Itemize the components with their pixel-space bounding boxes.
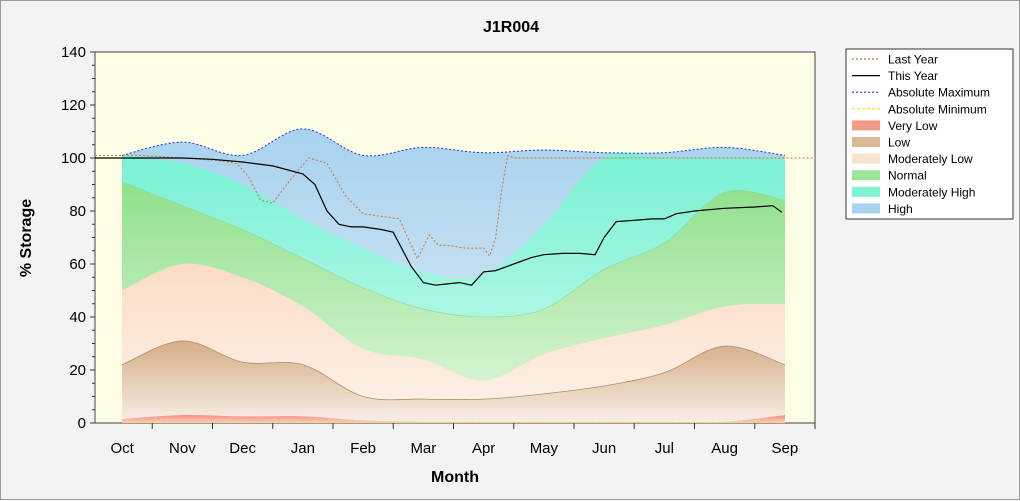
x-tick-label: Mar [410, 440, 436, 457]
lines-layer [95, 128, 815, 423]
line-this-year [95, 157, 783, 286]
x-tick-label: Feb [350, 440, 376, 457]
y-tick-label: 20 [69, 362, 86, 379]
legend-label: Low [888, 136, 910, 150]
legend-label: Absolute Maximum [888, 86, 990, 100]
y-tick-label: 100 [61, 150, 86, 167]
x-tick-label: Oct [110, 440, 134, 457]
x-tick-label: Jan [291, 440, 315, 457]
legend-label: Moderately Low [888, 152, 973, 166]
legend-label: Moderately High [888, 185, 975, 199]
y-tick-label: 0 [78, 415, 86, 432]
x-tick-label: Aug [711, 440, 738, 457]
legend-swatch-fill [852, 186, 880, 197]
band-low [122, 340, 785, 423]
legend-label: Normal [888, 169, 927, 183]
y-axis-title: % Storage [18, 199, 35, 277]
line-absolute-maximum [121, 128, 785, 157]
legend-label: This Year [888, 69, 938, 83]
axes-layer: 0 20 40 60 80 100 120 140 Oct Nov Dec Jan Feb Mar Apr M… [61, 44, 816, 457]
y-tick-label: 40 [69, 309, 86, 326]
x-tick-label: Jul [655, 440, 674, 457]
legend-label: Very Low [888, 119, 938, 133]
legend-label: High [888, 202, 913, 216]
legend-swatch-fill [852, 170, 880, 181]
x-tick-label: Sep [772, 440, 799, 457]
chart-title: J1R004 [483, 19, 539, 36]
band-very-low [122, 415, 785, 423]
x-tick-label: Apr [472, 440, 495, 457]
x-tick-label: Jun [592, 440, 616, 457]
y-tick-label: 120 [61, 97, 86, 114]
band-low-edge [121, 340, 786, 401]
x-tick-label: Dec [229, 440, 256, 457]
legend-swatch-fill [852, 203, 880, 214]
x-tick-label: Nov [169, 440, 196, 457]
band-normal-edge [121, 181, 785, 318]
legend: Last Year This Year Absolute Maximum Absolu… [845, 48, 1014, 220]
y-tick-label: 60 [69, 256, 86, 273]
bands-layer [121, 128, 786, 423]
legend-swatch-fill [852, 153, 880, 164]
legend-swatch-fill [852, 137, 880, 147]
x-axis-title: Month [431, 469, 479, 486]
y-tick-label: 140 [61, 44, 86, 61]
line-last-year [95, 154, 815, 260]
y-tick-label: 80 [69, 203, 86, 220]
legend-label: Last Year [888, 53, 938, 67]
x-tick-label: May [530, 440, 559, 457]
legend-swatch-fill [852, 120, 880, 131]
legend-label: Absolute Minimum [888, 102, 987, 116]
